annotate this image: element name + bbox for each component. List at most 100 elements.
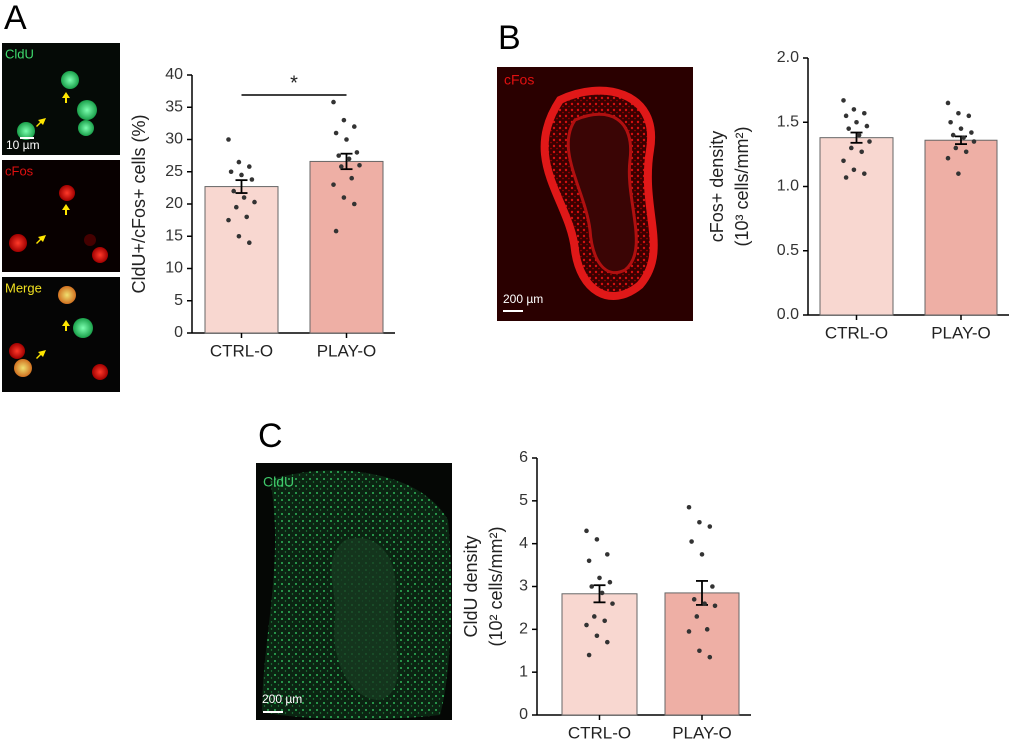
x-tick-label: CTRL-O	[568, 723, 631, 742]
data-point	[953, 145, 959, 151]
image	[2, 160, 120, 272]
data-point	[859, 149, 864, 155]
image-label: CldU	[5, 46, 34, 61]
data-point	[841, 98, 846, 103]
data-point	[228, 169, 234, 175]
y-tick-label: 1.5	[777, 113, 799, 130]
panel-letter: A	[4, 0, 27, 37]
data-point	[589, 584, 594, 589]
y-tick-label: 30	[165, 131, 183, 148]
y-axis-label: (10³ cells/mm²)	[732, 127, 752, 247]
data-point	[710, 584, 715, 589]
image	[2, 277, 120, 392]
data-point	[961, 135, 966, 140]
y-tick-label: 25	[165, 163, 183, 180]
data-point	[689, 539, 694, 544]
data-point	[862, 171, 867, 176]
data-point	[851, 167, 857, 173]
data-point	[963, 149, 969, 155]
data-point	[349, 175, 355, 181]
y-tick-label: 1.0	[777, 178, 799, 195]
y-tick-label: 3	[519, 578, 528, 595]
x-tick-label: PLAY-O	[317, 341, 377, 360]
y-tick-label: 5	[174, 292, 183, 309]
data-point	[854, 119, 859, 125]
data-point	[584, 528, 589, 534]
data-point	[846, 126, 851, 131]
x-tick-label: CTRL-O	[210, 341, 273, 360]
data-point	[843, 113, 849, 119]
y-tick-label: 0	[174, 324, 183, 341]
scale-bar-label: 200 µm	[262, 692, 302, 706]
data-point	[249, 177, 255, 182]
data-point	[707, 654, 713, 660]
data-point	[948, 119, 953, 125]
data-point	[331, 99, 336, 105]
y-tick-label: 0.5	[777, 242, 799, 259]
image-label: cFos	[5, 163, 34, 178]
y-tick-label: 5	[519, 492, 528, 509]
data-point	[252, 199, 257, 205]
bar	[309, 160, 384, 334]
panel-letter: C	[258, 417, 283, 455]
data-point	[849, 145, 854, 151]
bar	[561, 593, 638, 716]
data-point	[592, 614, 597, 619]
data-point	[226, 137, 231, 142]
significance-label: *	[290, 72, 298, 94]
data-point	[336, 153, 342, 158]
data-point	[357, 163, 362, 168]
image	[2, 43, 120, 155]
data-point	[704, 627, 710, 632]
y-tick-label: 20	[165, 195, 183, 212]
data-point	[686, 629, 692, 634]
data-point	[584, 622, 589, 628]
panel-letter: B	[498, 19, 521, 57]
bar	[819, 137, 894, 316]
data-point	[691, 597, 697, 602]
data-point	[956, 110, 961, 116]
y-tick-label: 6	[519, 449, 528, 466]
data-point	[956, 171, 961, 176]
data-point	[712, 603, 718, 609]
data-point	[702, 601, 707, 606]
data-point	[945, 155, 951, 161]
data-point	[697, 648, 702, 654]
data-point	[966, 113, 972, 119]
data-point	[699, 552, 705, 557]
data-point	[862, 110, 867, 116]
scale-bar-label: 200 µm	[503, 292, 543, 306]
data-point	[244, 214, 249, 220]
data-point	[599, 590, 605, 596]
data-point	[843, 175, 849, 180]
data-point	[239, 172, 244, 178]
data-point	[333, 228, 339, 234]
bar	[664, 592, 740, 716]
data-point	[247, 164, 252, 169]
data-point	[236, 233, 242, 239]
y-axis-label: CldU+/cFos+ cells (%)	[129, 114, 149, 293]
data-point	[697, 519, 702, 525]
data-point	[331, 182, 336, 187]
data-point	[594, 537, 600, 542]
image-label: Merge	[5, 280, 42, 295]
data-point	[354, 150, 360, 155]
x-tick-label: PLAY-O	[672, 723, 732, 742]
y-tick-label: 35	[165, 98, 183, 115]
data-point	[958, 126, 964, 131]
data-point	[234, 204, 239, 210]
arrows	[36, 92, 70, 359]
data-point	[969, 130, 974, 135]
scale-bar-label: 10 µm	[6, 138, 40, 152]
image	[256, 463, 452, 720]
data-point	[864, 123, 870, 129]
y-tick-label: 15	[165, 227, 183, 244]
image-label: cFos	[504, 72, 534, 88]
data-point	[247, 240, 252, 245]
data-point	[694, 614, 700, 619]
bar	[924, 139, 998, 316]
data-point	[346, 156, 352, 162]
data-point	[851, 107, 857, 112]
y-tick-label: 2.0	[777, 49, 799, 66]
data-point	[341, 117, 347, 123]
